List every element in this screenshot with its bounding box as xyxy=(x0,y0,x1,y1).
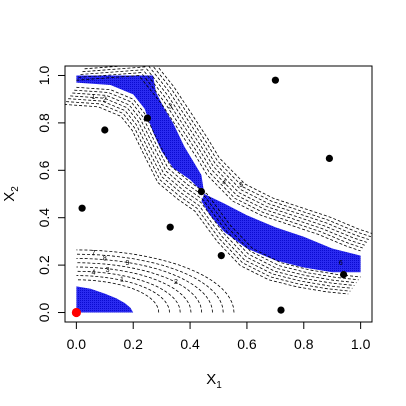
data-point xyxy=(101,126,109,134)
contour-label: 5 xyxy=(239,182,243,189)
contour-label: 2 xyxy=(174,279,178,286)
contour-line-12 xyxy=(84,66,369,240)
contour-line-13 xyxy=(86,66,372,238)
x-axis-label-sub: 1 xyxy=(216,380,222,391)
contour-label: 3 xyxy=(106,267,110,274)
contour-line-3 xyxy=(72,92,357,284)
contour-label: 4 xyxy=(222,180,226,187)
contour-line-11 xyxy=(82,66,367,243)
contour-label: 9 xyxy=(126,260,130,267)
contour-label: 7 xyxy=(91,251,95,258)
contour-line-20 xyxy=(76,258,213,313)
shaded-region-2 xyxy=(201,194,361,273)
contour-labels: 1 2 3 4 5 6 7 8 9 1 2 3 4 xyxy=(91,94,342,286)
contour-line-2 xyxy=(74,89,359,281)
contour-line-14 xyxy=(156,66,372,234)
contour-line-9 xyxy=(78,72,363,249)
contour-line-19 xyxy=(76,262,203,313)
contour-lines xyxy=(65,66,372,313)
contour-label: 8 xyxy=(103,255,107,262)
contour-line-8 xyxy=(76,75,361,252)
contour-label: 3 xyxy=(168,104,172,111)
y-tick-label: 0.6 xyxy=(36,160,52,180)
contour-line-1 xyxy=(76,86,361,278)
data-point xyxy=(277,306,285,314)
contour-line-15 xyxy=(76,279,160,313)
data-point xyxy=(143,114,151,122)
y-axis: 0.0 0.2 0.4 0.6 0.8 1.0 xyxy=(36,66,66,323)
contour-line-6 xyxy=(66,101,351,292)
x-tick-label: 0.6 xyxy=(237,336,257,352)
y-axis-label-main: X xyxy=(1,192,18,202)
highlighted-point xyxy=(71,307,81,318)
data-point xyxy=(197,188,205,196)
x-axis-label-main: X xyxy=(206,371,216,388)
data-point xyxy=(340,271,348,279)
y-axis-label-sub: 2 xyxy=(10,186,21,192)
contour-line-22 xyxy=(76,249,235,313)
x-tick-label: 1.0 xyxy=(351,336,371,352)
contour-line-16 xyxy=(76,275,170,313)
contour-line-7 xyxy=(65,104,349,295)
x-tick-label: 0.2 xyxy=(123,336,143,352)
contour-line-21 xyxy=(76,253,224,313)
shaded-region-1 xyxy=(76,75,205,194)
x-axis-label: X1 xyxy=(206,371,222,391)
data-points xyxy=(71,76,348,318)
contour-label: 6 xyxy=(339,260,343,267)
contour-label: 4 xyxy=(91,270,95,277)
y-tick-label: 1.0 xyxy=(36,66,52,86)
contour-label: 1 xyxy=(91,94,95,101)
data-point xyxy=(78,204,86,212)
data-point xyxy=(325,154,333,162)
shaded-region-3 xyxy=(76,286,134,313)
contour-label: 2 xyxy=(103,97,107,104)
y-tick-label: 0.0 xyxy=(36,303,52,323)
y-tick-label: 0.4 xyxy=(36,208,52,228)
x-tick-label: 0.8 xyxy=(294,336,314,352)
contour-line-4 xyxy=(70,95,355,286)
y-tick-label: 0.2 xyxy=(36,255,52,275)
y-axis-label: X2 xyxy=(1,186,21,202)
data-point xyxy=(271,76,279,84)
data-point xyxy=(166,223,174,231)
x-tick-label: 0.0 xyxy=(67,336,87,352)
shaded-regions xyxy=(76,75,361,313)
data-point xyxy=(217,252,225,260)
contour-line-17 xyxy=(76,270,181,313)
y-tick-label: 0.8 xyxy=(36,113,52,133)
x-tick-label: 0.4 xyxy=(180,336,200,352)
x-axis: 0.0 0.2 0.4 0.6 0.8 1.0 xyxy=(67,321,371,352)
contour-line-5 xyxy=(68,98,353,289)
contour-line-10 xyxy=(80,69,365,246)
contour-line-18 xyxy=(76,266,192,313)
plot-frame xyxy=(64,65,373,323)
contour-label: 1 xyxy=(120,277,124,284)
